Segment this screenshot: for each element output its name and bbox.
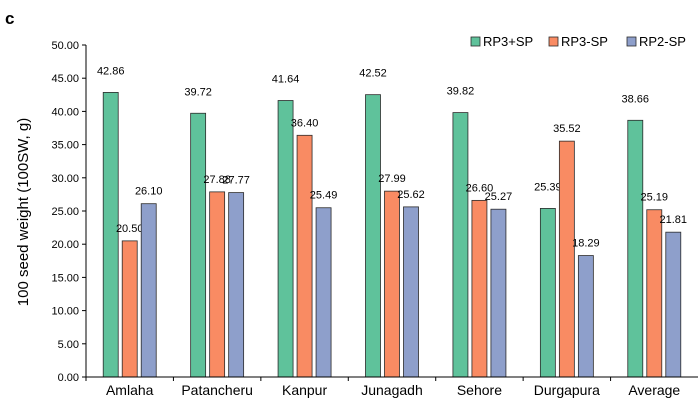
bar-rp3-sp-junagadh [384,190,400,378]
bar-rp3-sp-average [627,119,644,378]
data-label: 20.50 [116,223,144,235]
x-tick-label: Junagadh [361,382,423,398]
y-tick-label: 40.00 [51,106,79,118]
bar-rp2-sp-amlaha [140,203,157,378]
y-tick-label: 35.00 [51,140,79,152]
x-tick-label: Amlaha [106,382,154,398]
data-label: 42.86 [97,65,125,77]
y-axis: 0.00 5.00 10.00 15.00 20.00 25.00 30.00 35.00 40… [51,40,87,384]
data-label: 27.99 [378,173,406,185]
legend-label: RP2-SP [639,34,686,49]
bar-rp2-sp-patancheru [228,192,245,378]
y-tick-label: 25.00 [51,206,79,218]
data-label: 26.10 [135,186,163,198]
bar-rp3-sp-patancheru [209,191,226,378]
data-label: 25.62 [397,189,425,201]
y-tick-label: 0.00 [58,372,79,384]
panel-label: c [5,9,14,28]
x-tick-label: Kanpur [282,382,327,398]
bar-rp2-sp-sehore [490,208,507,378]
legend-swatch [626,36,637,47]
data-label: 38.66 [622,93,650,105]
y-tick-label: 45.00 [51,73,79,85]
legend-label: RP3+SP [483,34,533,49]
x-tick-label: Sehore [457,382,502,398]
data-label: 27.77 [222,175,250,187]
data-label: 25.49 [310,190,338,202]
data-label: 35.52 [553,123,581,135]
data-label: 41.64 [272,74,300,86]
data-label: 25.39 [534,181,562,193]
data-label: 39.72 [184,86,212,98]
legend: RP3+SP RP3-SP RP2-SP [470,34,686,49]
x-tick-label: Durgapura [534,382,600,398]
x-axis: Amlaha Patancheru Kanpur Junagadh Sehore Durg… [85,376,698,398]
y-tick-label: 30.00 [51,173,79,185]
bar-rp2-sp-durgapura [577,255,594,378]
bar-rp3-sp-sehore [452,112,469,378]
bar-rp3-sp-patancheru [190,112,207,378]
bar-rp2-sp-kanpur [315,207,332,378]
y-tick-label: 5.00 [58,339,79,351]
y-axis-label: 100 seed weight (100SW, g) [15,118,32,306]
data-label: 42.52 [359,68,387,80]
y-tick-label: 10.00 [51,306,79,318]
bar-rp3-sp-kanpur [296,134,313,378]
data-label: 18.29 [572,238,600,250]
bar-rp3-sp-junagadh [365,94,381,378]
legend-swatch [548,36,559,47]
data-label: 25.19 [641,192,669,204]
y-tick-label: 15.00 [51,272,79,284]
bar-rp3-sp-average [646,209,663,378]
data-label: 26.60 [466,182,494,194]
bar-rp3-sp-kanpur [277,100,294,378]
data-label: 36.40 [291,117,319,129]
bar-rp3-sp-durgapura [558,140,575,378]
legend-swatch [470,36,481,47]
data-label: 27.88 [203,174,231,186]
bar-rp3-sp-durgapura [539,208,556,378]
y-tick-label: 20.00 [51,239,79,251]
y-tick-label: 50.00 [51,40,79,52]
x-tick-label: Average [628,382,680,398]
bar-rp2-sp-average [665,231,682,378]
bar-rp3-sp-sehore [471,199,488,378]
data-label: 25.27 [485,191,513,203]
bar-rp2-sp-junagadh [403,206,419,378]
data-label: 39.82 [447,86,475,98]
x-tick-label: Patancheru [181,382,253,398]
legend-label: RP3-SP [561,34,608,49]
bar-rp3-sp-amlaha [121,240,138,378]
data-label: 21.81 [660,214,688,226]
